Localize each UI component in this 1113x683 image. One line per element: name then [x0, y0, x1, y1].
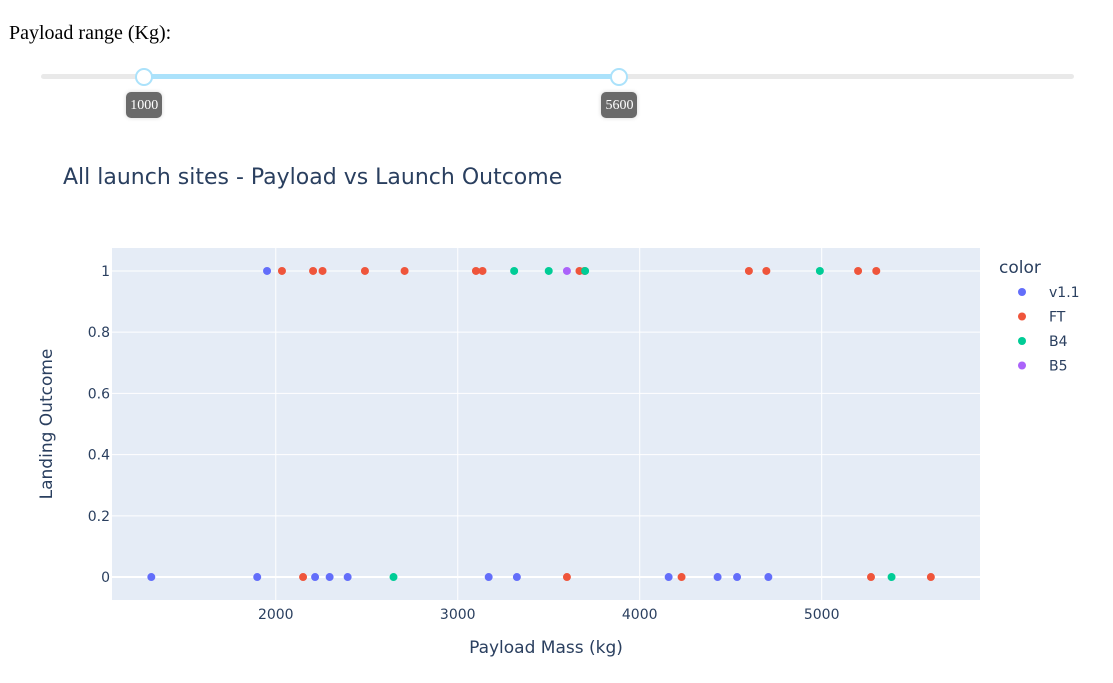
data-point-B5 — [562, 266, 571, 275]
data-point-FT — [400, 266, 409, 275]
axis-ticks: 2000 3000 4000 5000 0 0.2 0.4 0.6 0.8 1 — [88, 264, 840, 623]
slider-max-value-tooltip: 5600 — [601, 92, 638, 118]
data-point-FT — [309, 266, 318, 275]
x-tick-label: 2000 — [258, 607, 294, 623]
x-tick-label: 5000 — [804, 607, 840, 623]
data-point-FT — [762, 266, 771, 275]
data-point-FT — [299, 573, 308, 582]
data-point-v1-1 — [764, 573, 773, 582]
legend: color v1.1 FT B4 B5 — [999, 258, 1080, 375]
data-point-FT — [744, 266, 753, 275]
data-point-FT — [677, 573, 686, 582]
y-axis-title: Landing Outcome — [37, 349, 57, 500]
data-point-v1-1 — [263, 266, 272, 275]
y-tick-label: 0.8 — [88, 325, 110, 341]
data-point-B4 — [887, 573, 896, 582]
x-tick-label: 4000 — [622, 607, 658, 623]
data-point-FT — [872, 266, 881, 275]
data-point-FT — [478, 266, 487, 275]
plot-area — [112, 248, 980, 600]
chart-title: All launch sites - Payload vs Launch Out… — [63, 165, 562, 190]
payload-range-label: Payload range (Kg): — [9, 22, 172, 44]
legend-label-B4: B4 — [1049, 334, 1068, 350]
data-point-B4 — [510, 266, 519, 275]
data-point-FT — [360, 266, 369, 275]
payload-outcome-scatter-chart: All launch sites - Payload vs Launch Out… — [37, 165, 1080, 658]
y-tick-label: 0 — [101, 570, 110, 586]
data-point-v1-1 — [311, 573, 320, 582]
data-point-FT — [866, 573, 875, 582]
slider-handle-max[interactable] — [610, 68, 629, 86]
data-point-FT — [277, 266, 286, 275]
data-point-B4 — [389, 573, 398, 582]
legend-label-B5: B5 — [1049, 359, 1068, 375]
y-tick-label: 0.4 — [88, 448, 110, 464]
legend-title: color — [999, 258, 1041, 278]
data-point-FT — [471, 266, 480, 275]
data-point-v1-1 — [325, 573, 334, 582]
x-tick-label: 3000 — [440, 607, 476, 623]
y-tick-label: 1 — [101, 264, 110, 280]
data-point-v1-1 — [253, 573, 262, 582]
y-tick-label: 0.6 — [88, 386, 110, 402]
data-point-v1-1 — [713, 573, 722, 582]
data-points — [147, 266, 935, 582]
data-point-FT — [562, 573, 571, 582]
data-point-v1-1 — [484, 573, 493, 582]
data-point-B4 — [581, 266, 590, 275]
legend-label-v1-1: v1.1 — [1049, 285, 1080, 301]
data-point-v1-1 — [147, 573, 156, 582]
data-point-v1-1 — [343, 573, 352, 582]
slider-selected-track[interactable] — [144, 74, 620, 79]
data-point-FT — [318, 266, 327, 275]
slider-min-value-tooltip: 1000 — [126, 92, 163, 118]
legend-marker-v1-1 — [1018, 288, 1026, 296]
legend-marker-B4 — [1018, 337, 1026, 345]
legend-label-FT: FT — [1049, 310, 1066, 326]
legend-marker-B5 — [1018, 361, 1026, 370]
data-point-FT — [926, 573, 935, 582]
legend-marker-FT — [1018, 312, 1026, 321]
data-point-v1-1 — [664, 573, 673, 582]
data-point-B4 — [815, 266, 824, 275]
y-tick-label: 0.2 — [88, 509, 110, 525]
x-axis-title: Payload Mass (kg) — [469, 638, 623, 658]
data-point-v1-1 — [733, 573, 742, 582]
data-point-FT — [854, 266, 863, 275]
data-point-v1-1 — [512, 573, 521, 582]
slider-handle-min[interactable] — [135, 68, 154, 86]
data-point-B4 — [544, 266, 553, 275]
